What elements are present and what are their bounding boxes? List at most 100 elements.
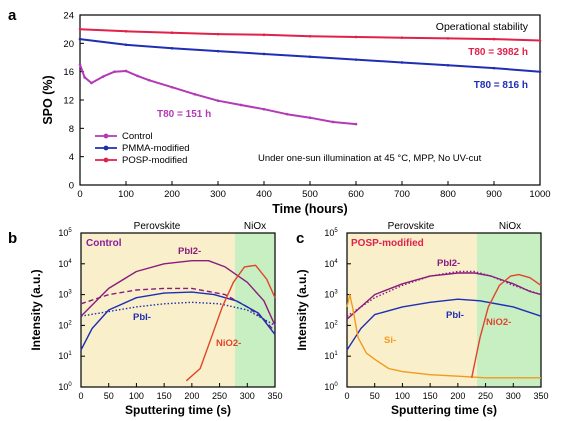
panel-c-y-tick-label: 105 bbox=[324, 228, 338, 238]
panel-c-y-tick-label: 101 bbox=[324, 351, 338, 361]
panel-a-point bbox=[400, 36, 404, 39]
t80-label-posp: T80 = 3982 h bbox=[468, 47, 528, 58]
panel-c-region-label-perovskite: Perovskite bbox=[388, 221, 435, 232]
panel-a-point bbox=[354, 35, 358, 39]
panel-a-point bbox=[78, 63, 82, 66]
panel-c-x-tick-label: 50 bbox=[370, 391, 380, 401]
panel-a: a 0 100 200 300 400 500 600 700 800 900 1000 0 4 8 12… bbox=[8, 7, 551, 216]
panel-b-x-tick-label: 0 bbox=[78, 391, 83, 401]
panel-a-point bbox=[124, 43, 128, 47]
panel-c-lines bbox=[346, 270, 542, 379]
label-c-pbi2: PbI2- bbox=[437, 258, 460, 269]
panel-c-y-label: Intensity (a.u.) bbox=[295, 269, 309, 350]
panel-b-x-tick-label: 250 bbox=[212, 391, 227, 401]
panel-c-x-tick-label: 150 bbox=[423, 391, 438, 401]
panel-a-point bbox=[262, 52, 266, 56]
panel-b-series-nio2-4 bbox=[185, 264, 276, 382]
panel-a-y-tick-label: 24 bbox=[63, 11, 74, 22]
panel-a-x-tick-label: 700 bbox=[394, 189, 410, 200]
label-c-si: Si- bbox=[384, 335, 396, 346]
panel-a-point bbox=[239, 103, 243, 107]
panel-b-perovskite-region bbox=[81, 233, 235, 387]
panel-a-point bbox=[285, 112, 289, 116]
label-b-pbi2: PbI2- bbox=[178, 246, 201, 257]
panel-a-point bbox=[354, 122, 358, 126]
panel-c-region-label-niox: NiOx bbox=[499, 221, 521, 232]
panel-c: c Perovskite NiOx 0 50 100 150 200 250 300 350 … bbox=[295, 221, 549, 417]
panel-a-point bbox=[170, 31, 174, 35]
panel-b-series-pbi2-1 bbox=[80, 287, 276, 333]
panel-a-x-ticks: 0 100 200 300 400 500 600 700 800 900 1000 bbox=[77, 181, 551, 200]
panel-a-point bbox=[216, 32, 220, 36]
panel-a-y-tick-label: 8 bbox=[69, 124, 74, 135]
label-b-pbi: PbI- bbox=[133, 312, 151, 323]
panel-a-x-tick-label: 0 bbox=[77, 189, 82, 200]
legend-label-control: Control bbox=[122, 131, 153, 142]
panel-c-series-pbi-2 bbox=[346, 298, 542, 351]
panel-a-point bbox=[78, 27, 82, 31]
panel-b-niox-region bbox=[235, 233, 275, 387]
panel-a-x-tick-label: 200 bbox=[164, 189, 180, 200]
panel-a-point bbox=[90, 81, 93, 85]
legend-label-pmma: PMMA-modified bbox=[122, 143, 190, 154]
panel-c-x-label: Sputtering time (s) bbox=[391, 403, 497, 417]
panel-c-y-tick-label: 104 bbox=[324, 259, 338, 269]
panel-a-y-tick-label: 0 bbox=[69, 181, 74, 192]
panel-a-x-tick-label: 900 bbox=[486, 189, 502, 200]
panel-b-y-tick-label: 101 bbox=[58, 351, 72, 361]
panel-c-frame bbox=[346, 232, 542, 388]
panel-b-x-tick-label: 50 bbox=[104, 391, 114, 401]
panel-c-y-tick-label: 102 bbox=[324, 320, 338, 330]
panel-b-frame bbox=[80, 232, 276, 388]
panel-c-y-ticks: 100 101 102 103 104 105 bbox=[324, 228, 351, 392]
panel-a-point bbox=[492, 66, 496, 70]
panel-c-x-tick-label: 250 bbox=[478, 391, 493, 401]
panel-b-series-pbi2-0 bbox=[80, 260, 276, 326]
panel-a-x-tick-label: 800 bbox=[440, 189, 456, 200]
panel-c-series-pbi2-0 bbox=[346, 272, 542, 320]
panel-b-x-tick-label: 100 bbox=[129, 391, 144, 401]
panel-a-point bbox=[492, 37, 496, 41]
panel-b-y-tick-label: 104 bbox=[58, 259, 72, 269]
panel-c-x-tick-label: 100 bbox=[395, 391, 410, 401]
legend-marker-control bbox=[103, 133, 109, 139]
panel-a-point bbox=[101, 75, 105, 78]
panel-a-point bbox=[262, 107, 266, 111]
panel-a-point bbox=[83, 76, 86, 79]
panel-a-x-label: Time (hours) bbox=[272, 202, 347, 216]
panel-b-region-label-niox: NiOx bbox=[244, 221, 266, 232]
panel-c-y-tick-label: 103 bbox=[324, 290, 338, 300]
panel-a-point bbox=[446, 37, 450, 40]
panel-a-annotation: Under one-sun illumination at 45 °C, MPP… bbox=[258, 153, 482, 164]
panel-a-point bbox=[331, 120, 335, 124]
t80-label-control: T80 = 151 h bbox=[157, 109, 211, 120]
panel-a-point bbox=[124, 29, 128, 33]
panel-a-y-tick-label: 4 bbox=[69, 152, 74, 163]
panel-a-point bbox=[400, 61, 404, 64]
panel-c-x-tick-label: 350 bbox=[533, 391, 548, 401]
panel-a-point bbox=[538, 70, 542, 73]
panel-c-title: POSP-modified bbox=[351, 238, 424, 249]
panel-letter-a: a bbox=[8, 7, 17, 24]
panel-b: b Perovskite NiOx 0 50 100 150 200 250 300 350 … bbox=[8, 221, 283, 417]
panel-c-x-tick-label: 200 bbox=[450, 391, 465, 401]
label-c-pbi: PbI- bbox=[446, 310, 464, 321]
panel-a-point bbox=[216, 49, 220, 53]
panel-b-region-label-perovskite: Perovskite bbox=[134, 221, 181, 232]
panel-a-point bbox=[170, 46, 174, 50]
panel-a-point bbox=[446, 63, 450, 67]
panel-b-lines bbox=[80, 260, 276, 382]
panel-a-x-tick-label: 1000 bbox=[529, 189, 550, 200]
legend-marker-pmma bbox=[103, 145, 109, 151]
panel-b-y-tick-label: 103 bbox=[58, 290, 72, 300]
panel-b-y-tick-label: 105 bbox=[58, 228, 72, 238]
panel-a-point bbox=[78, 37, 82, 41]
panel-b-y-tick-label: 100 bbox=[58, 382, 72, 392]
panel-a-legend: Control PMMA-modified POSP-modified bbox=[95, 131, 190, 166]
panel-c-x-ticks: 0 50 100 150 200 250 300 350 bbox=[344, 383, 549, 401]
panel-a-point bbox=[170, 85, 174, 89]
panel-letter-c: c bbox=[296, 230, 304, 247]
panel-b-x-ticks: 0 50 100 150 200 250 300 350 bbox=[78, 383, 283, 401]
panel-b-title: Control bbox=[86, 238, 122, 249]
panel-a-title: Operational stability bbox=[436, 21, 529, 33]
